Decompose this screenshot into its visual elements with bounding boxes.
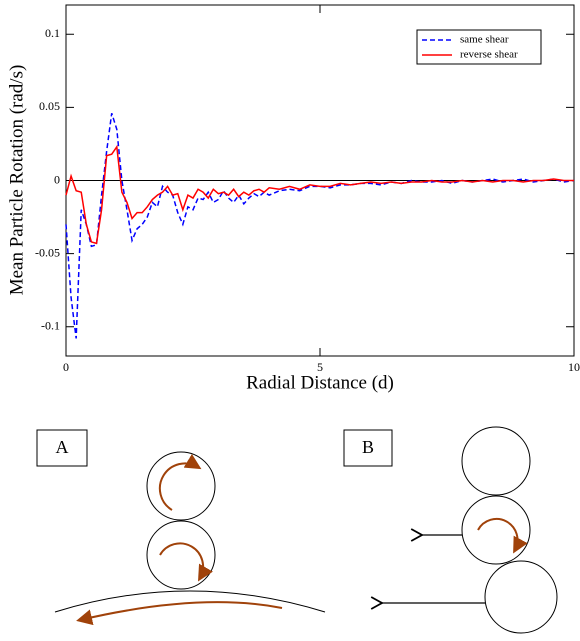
chart: Mean Particle Rotation (rad/s) Radial Di… <box>6 4 580 393</box>
y-axis-label: Mean Particle Rotation (rad/s) <box>6 65 27 296</box>
x-tick-label: 5 <box>317 360 323 374</box>
rotation-arrow <box>477 517 528 554</box>
y-tick-label: -0.05 <box>35 245 60 259</box>
particle <box>461 426 531 496</box>
wall <box>54 590 326 613</box>
panel-box <box>343 429 393 467</box>
particle <box>484 560 558 634</box>
line <box>65 112 575 339</box>
particle <box>146 451 216 521</box>
panel-label: B <box>362 437 374 457</box>
panel-label: A <box>56 437 69 457</box>
legend-label: reverse shear <box>460 49 518 61</box>
legend <box>416 29 542 65</box>
y-tick-label: 0.05 <box>39 99 60 113</box>
x-axis-label: Radial Distance (d) <box>246 372 394 393</box>
flow-arrow <box>76 601 283 626</box>
x-tick-label: 10 <box>568 360 580 374</box>
x-tick-label: 0 <box>63 360 69 374</box>
y-tick-label: 0 <box>54 172 60 186</box>
y-tick-label: 0.1 <box>45 26 60 40</box>
diagram: A B <box>36 426 558 634</box>
particle <box>146 520 216 590</box>
particle <box>461 495 531 565</box>
rotation-arrow <box>158 453 202 511</box>
legend-label: same shear <box>460 34 509 46</box>
rotation-arrow <box>159 542 213 582</box>
line <box>65 144 574 245</box>
y-tick-label: -0.1 <box>41 319 60 333</box>
panel-box <box>36 429 88 467</box>
